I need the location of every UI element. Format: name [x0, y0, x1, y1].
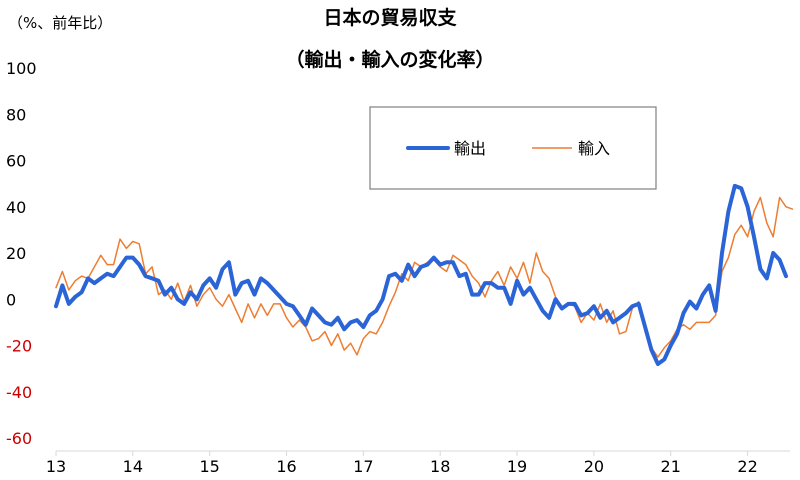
legend-label-export: 輸出 — [454, 139, 486, 158]
y-tick-label: -60 — [6, 429, 32, 448]
series-line-import — [55, 196, 794, 358]
x-tick-label: 15 — [200, 457, 220, 476]
x-tick-label: 22 — [737, 457, 757, 476]
series-line-export — [54, 183, 788, 366]
x-tick-label: 20 — [584, 457, 604, 476]
y-tick-label: 60 — [6, 152, 26, 171]
y-tick-label: 20 — [6, 244, 26, 263]
x-tick-label: 16 — [276, 457, 296, 476]
x-tick-label: 17 — [353, 457, 373, 476]
y-tick-label: -20 — [6, 337, 32, 356]
x-tick-label: 21 — [661, 457, 681, 476]
x-tick-label: 18 — [430, 457, 450, 476]
x-axis-ticks: 13 14 15 16 17 18 19 20 21 22 — [46, 451, 758, 476]
legend: 輸出 輸入 — [369, 106, 657, 190]
y-tick-label: 80 — [6, 105, 26, 124]
legend-label-import: 輸入 — [578, 139, 610, 158]
x-tick-label: 14 — [123, 457, 143, 476]
y-tick-label: -40 — [6, 383, 32, 402]
chart-title: 日本の貿易収支 — [323, 6, 457, 29]
series-layer — [54, 183, 794, 366]
x-tick-label: 19 — [507, 457, 527, 476]
y-axis-label: （%、前年比） — [8, 14, 112, 32]
x-tick-label: 13 — [46, 457, 66, 476]
y-tick-label: 100 — [6, 59, 37, 78]
y-tick-label: 40 — [6, 198, 26, 217]
y-axis-ticks: 100 80 60 40 20 0 -20 -40 -60 — [6, 59, 37, 448]
chart-subtitle: （輸出・輸入の変化率） — [285, 48, 494, 71]
y-tick-label: 0 — [6, 290, 16, 309]
